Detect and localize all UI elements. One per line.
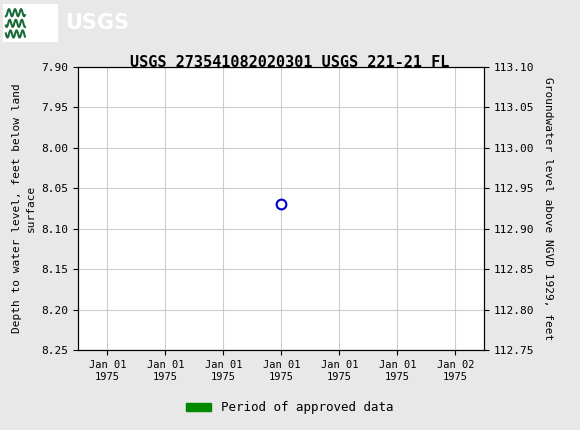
Bar xyxy=(3,3,58,42)
Text: USGS: USGS xyxy=(65,12,129,33)
Legend: Period of approved data: Period of approved data xyxy=(181,396,399,419)
Text: USGS 273541082020301 USGS 221-21 FL: USGS 273541082020301 USGS 221-21 FL xyxy=(130,55,450,70)
Y-axis label: Groundwater level above NGVD 1929, feet: Groundwater level above NGVD 1929, feet xyxy=(543,77,553,340)
Y-axis label: Depth to water level, feet below land
surface: Depth to water level, feet below land su… xyxy=(12,84,36,333)
